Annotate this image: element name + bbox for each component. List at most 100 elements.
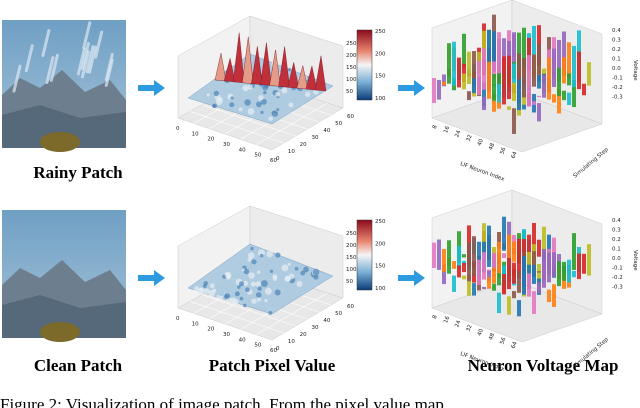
arrow <box>398 80 425 96</box>
voltage-bar <box>567 259 571 283</box>
surface-noise <box>287 67 292 72</box>
surface-noise <box>238 281 245 287</box>
arrow <box>398 270 425 286</box>
z-tick-label: -0.1 <box>612 76 623 82</box>
surface-noise <box>225 272 232 279</box>
voltage-bar <box>512 291 516 299</box>
z-tick-label: 250 <box>346 41 357 47</box>
surface-noise <box>224 293 231 299</box>
rain-streak <box>49 53 59 82</box>
z-tick-label: 0.2 <box>612 47 621 53</box>
surface-noise <box>264 287 272 295</box>
voltage-bar <box>527 251 531 275</box>
surface-noise <box>251 298 257 304</box>
surface-noise <box>244 99 251 106</box>
grid-line <box>256 292 328 335</box>
z-tick-label: 0.1 <box>612 247 621 253</box>
surface-noise <box>284 275 291 282</box>
surface-peak <box>214 53 227 82</box>
rain-streak <box>82 21 92 50</box>
voltage-bar <box>517 300 521 317</box>
voltage-bar <box>462 63 466 83</box>
rain-streak <box>85 45 95 74</box>
surface-noise <box>272 111 279 117</box>
voltage-bar <box>537 103 541 122</box>
surface-noise <box>243 280 249 286</box>
surface-peak <box>287 62 299 89</box>
voltage-bar <box>517 53 521 103</box>
voltage-bar <box>502 273 506 295</box>
surface-noise <box>287 262 291 266</box>
voltage-bar <box>482 286 486 290</box>
x-tick-label: 24 <box>454 129 462 138</box>
voltage-bar <box>537 239 541 257</box>
voltage-bar <box>437 79 441 100</box>
voltage-bar <box>577 253 581 280</box>
x-tick-label: 16 <box>443 125 451 134</box>
z-axis-title: Voltage <box>632 60 638 81</box>
z-tick-label: 50 <box>346 89 353 95</box>
surface-noise <box>203 281 208 286</box>
voltage-bar <box>512 82 516 101</box>
rain-streak <box>104 52 114 81</box>
voltage-bar <box>502 56 506 105</box>
voltage-bar <box>467 273 471 296</box>
colorbar-tick-label: 150 <box>375 264 386 270</box>
surface-noise <box>215 98 223 105</box>
surface-noise <box>272 276 278 281</box>
x-tick-label: 32 <box>466 134 474 143</box>
voltage-bar <box>542 248 546 288</box>
mountain <box>2 105 126 148</box>
surface-noise <box>241 268 245 272</box>
x-tick-label: 30 <box>223 332 230 338</box>
voltage-bar <box>452 41 456 86</box>
x-tick-label: 40 <box>239 337 246 343</box>
surface-noise <box>268 116 273 121</box>
column-title: Patch Pixel Value <box>209 356 336 375</box>
surface-noise <box>239 296 244 301</box>
rain-streak <box>76 47 86 76</box>
y-tick-label: 20 <box>300 142 307 148</box>
z-tick-label: 100 <box>346 267 357 273</box>
surface-noise <box>275 252 281 258</box>
voltage-bar <box>522 256 526 295</box>
colorbar-tick-label: 250 <box>375 219 386 225</box>
voltage-bar <box>467 91 471 101</box>
colorbar-tick-label: 200 <box>375 51 386 57</box>
z-tick-label: 0.0 <box>612 66 621 72</box>
voltage-bar <box>567 92 571 105</box>
surface-noise <box>206 93 210 97</box>
z-tick-label: 0.1 <box>612 57 621 63</box>
voltage-bar <box>552 252 556 277</box>
voltage-bar <box>472 236 476 276</box>
voltage-bar <box>492 61 496 79</box>
voltage-bar <box>492 93 496 112</box>
voltage-bar <box>532 101 536 105</box>
voltage-bar <box>472 283 476 296</box>
surface-noise <box>213 90 220 97</box>
x-tick-label: 40 <box>239 147 246 153</box>
voltage-bar <box>462 262 466 273</box>
voltage-bar <box>587 244 591 276</box>
z-axis-title: Voltage <box>632 250 638 271</box>
surface-noise <box>247 84 253 90</box>
voltage-bar <box>537 271 541 273</box>
x-tick-label: 10 <box>192 321 199 327</box>
x-tick-label: 20 <box>207 327 214 333</box>
surface-noise <box>247 108 255 115</box>
surface-noise <box>242 85 249 92</box>
voltage-bar <box>452 275 456 292</box>
voltage-bar <box>497 241 501 278</box>
x-tick-label: 50 <box>254 343 261 349</box>
voltage-bar <box>517 238 521 279</box>
voltage-bar <box>562 273 566 289</box>
voltage-bar <box>522 90 526 106</box>
surface-noise <box>260 110 264 115</box>
surface-noise <box>194 286 200 292</box>
surface-noise <box>245 287 250 293</box>
voltage-bar <box>512 63 516 87</box>
surface-peak <box>314 55 327 92</box>
surface-noise <box>281 264 289 272</box>
y-tick-label: 60 <box>347 114 354 120</box>
